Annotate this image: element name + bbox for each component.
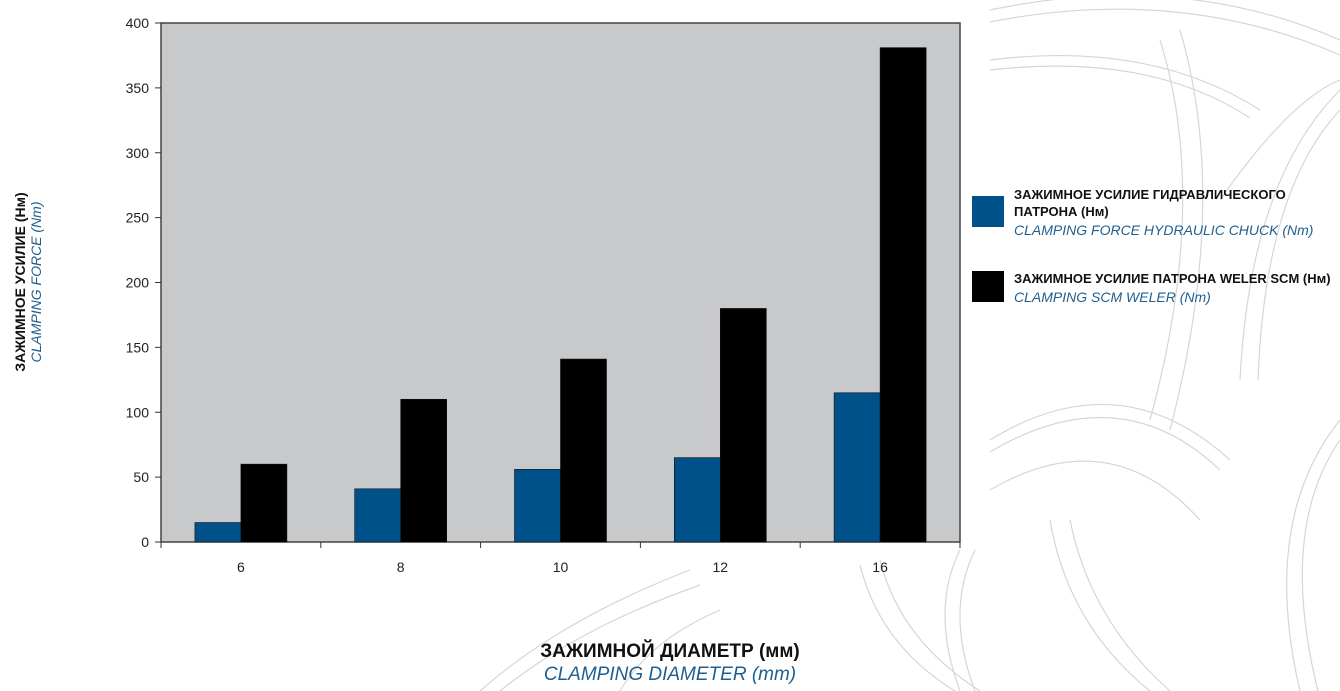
x-tick-label: 12	[713, 559, 729, 575]
y-tick-label: 300	[126, 145, 150, 161]
bar-hydraulic	[194, 522, 242, 543]
bar-weler	[879, 47, 927, 543]
bar-weler	[719, 308, 767, 543]
legend-label-ru: ЗАЖИМНОЕ УСИЛИЕ ГИДРАВЛИЧЕСКОГО ПАТРОНА …	[1014, 187, 1286, 219]
y-tick-label: 400	[126, 15, 150, 31]
y-axis-label: ЗАЖИМНОЕ УСИЛИЕ (Нм) CLAMPING FORCE (Nm)	[6, 132, 50, 432]
legend-swatch-weler	[972, 271, 1004, 302]
legend-label-ru: ЗАЖИМНОЕ УСИЛИЕ ПАТРОНА WELER SCM (Нм)	[1014, 271, 1331, 286]
bar-hydraulic	[673, 457, 721, 543]
x-tick-label: 8	[397, 559, 405, 575]
x-tick-label: 10	[553, 559, 569, 575]
x-axis-label-en: CLAMPING DIAMETER (mm)	[543, 664, 797, 685]
x-tick-label: 6	[237, 559, 245, 575]
legend-label-en: CLAMPING SCM WELER (Nm)	[1014, 289, 1211, 305]
bar-hydraulic	[514, 469, 561, 543]
bar-weler	[400, 398, 448, 543]
y-tick-label: 250	[126, 210, 150, 226]
y-tick-label: 100	[126, 404, 150, 420]
y-axis-label-en: CLAMPING FORCE (Nm)	[28, 201, 44, 363]
y-tick-label: 0	[141, 534, 149, 550]
legend-swatch-hydraulic	[972, 196, 1004, 227]
legend: ЗАЖИМНОЕ УСИЛИЕ ГИДРАВЛИЧЕСКОГО ПАТРОНА …	[972, 186, 1338, 325]
y-axis-label-ru: ЗАЖИМНОЕ УСИЛИЕ (Нм)	[12, 192, 28, 372]
y-tick-label: 150	[126, 339, 150, 355]
bar-hydraulic	[354, 488, 402, 543]
legend-label-en: CLAMPING FORCE HYDRAULIC CHUCK (Nm)	[1014, 222, 1314, 238]
y-tick-label: 50	[133, 469, 149, 485]
legend-item-hydraulic: ЗАЖИМНОЕ УСИЛИЕ ГИДРАВЛИЧЕСКОГО ПАТРОНА …	[972, 186, 1338, 240]
legend-item-weler: ЗАЖИМНОЕ УСИЛИЕ ПАТРОНА WELER SCM (Нм) C…	[972, 270, 1338, 307]
x-tick-label: 16	[872, 559, 888, 575]
bar-hydraulic	[833, 392, 881, 543]
bar-weler	[240, 463, 288, 543]
x-axis-label: ЗАЖИМНОЙ ДИАМЕТР (мм) CLAMPING DIAMETER …	[420, 640, 920, 686]
y-tick-label: 350	[126, 80, 150, 96]
y-tick-label: 200	[126, 275, 150, 291]
x-axis-label-ru: ЗАЖИМНОЙ ДИАМЕТР (мм)	[540, 641, 800, 662]
bar-weler	[560, 358, 607, 543]
